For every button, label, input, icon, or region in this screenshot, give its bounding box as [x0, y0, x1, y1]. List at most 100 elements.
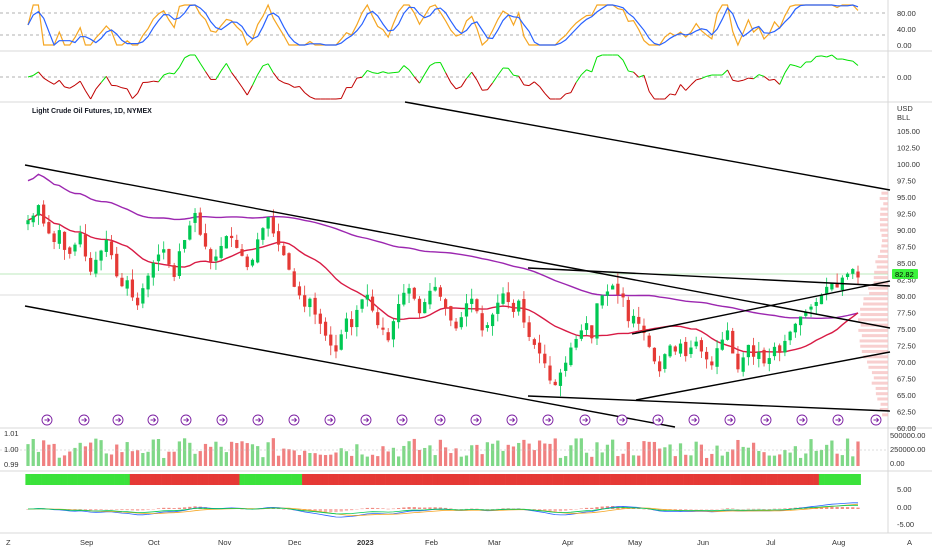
trend-strip-cell — [803, 474, 809, 485]
macd-histogram-bar — [130, 509, 135, 511]
event-marker-arrow-icon — [115, 417, 122, 423]
price-tick-label: 62.50 — [897, 408, 916, 417]
momentum-segment — [43, 77, 50, 82]
macd-histogram-bar — [835, 506, 839, 509]
candle-body — [621, 293, 625, 298]
trend-strip-cell — [500, 474, 506, 485]
candle-body — [423, 302, 427, 314]
event-marker-arrow-icon — [545, 417, 552, 423]
macd-histogram-bar — [741, 509, 745, 510]
volume-bar — [652, 441, 657, 466]
trend-strip-cell — [782, 474, 788, 485]
trend-strip-cell — [275, 474, 282, 485]
trend-strip-cell — [390, 474, 397, 485]
candle-body — [647, 335, 651, 347]
momentum-segment — [539, 86, 546, 94]
trendline-rising-upper[interactable] — [631, 280, 891, 335]
macd-histogram-bar — [94, 509, 98, 511]
footer-right-icon[interactable]: A — [907, 538, 912, 547]
macd-histogram-bar — [694, 509, 698, 510]
volume-bar — [151, 439, 155, 466]
volume-bar — [261, 457, 265, 466]
trend-strip-cell — [855, 474, 861, 485]
candle-body — [564, 362, 568, 371]
trend-strip-cell — [657, 474, 663, 485]
momentum-segment — [570, 82, 577, 93]
candle-body — [339, 334, 343, 350]
volume-profile-bar — [879, 196, 888, 200]
trend-strip-cell — [453, 474, 459, 485]
trendline-lower-descending[interactable] — [24, 305, 676, 428]
event-marker-arrow-icon — [81, 417, 88, 423]
candle-body — [256, 239, 260, 263]
event-marker-arrow-icon — [327, 417, 334, 423]
trend-strip-cell — [359, 474, 365, 485]
volume-bar — [417, 449, 422, 466]
momentum-segment — [816, 55, 822, 58]
trend-strip-cell — [531, 474, 538, 485]
macd-histogram-bar — [240, 508, 244, 510]
trend-strip-cell — [829, 474, 835, 485]
footer-left-icon[interactable]: Z — [6, 538, 11, 547]
macd-histogram-bar — [334, 509, 338, 513]
trend-strip-cell — [583, 474, 590, 485]
volume-profile-bar — [868, 286, 888, 290]
trendline-upper-descending[interactable] — [24, 164, 891, 329]
volume-bar — [470, 445, 474, 466]
candle-body — [292, 271, 296, 287]
macd-histogram-bar — [569, 509, 573, 510]
momentum-segment — [628, 70, 634, 73]
trend-strip-cell — [380, 474, 386, 485]
volume-bar — [235, 442, 239, 466]
trendline-top-channel[interactable] — [404, 101, 891, 191]
macd-histogram-bar — [78, 509, 82, 510]
macd-histogram-bar — [423, 507, 427, 509]
candles — [26, 200, 860, 397]
trend-strip-cell — [646, 474, 653, 485]
volume-bar — [522, 439, 526, 466]
momentum-segment — [727, 69, 734, 81]
candle-body — [188, 225, 192, 240]
candle-body — [391, 321, 396, 340]
momentum-segment — [696, 78, 702, 81]
momentum-segment — [497, 67, 504, 76]
momentum-segment — [283, 82, 290, 85]
momentum-segment — [424, 65, 431, 75]
trendlines — [24, 101, 891, 428]
candle-body — [344, 318, 349, 332]
macd-histogram-bar — [762, 508, 766, 510]
event-marker-arrow-icon — [437, 417, 444, 423]
momentum-segment — [445, 72, 452, 83]
macd-histogram-bar — [386, 508, 390, 510]
macd-histogram-bar — [663, 509, 667, 511]
candle-body — [631, 315, 636, 324]
trend-strip-cell — [834, 474, 841, 485]
macd-histogram-bar — [856, 507, 860, 509]
momentum-segment — [158, 74, 165, 83]
volume-bar — [814, 450, 818, 466]
candle-body — [261, 228, 265, 240]
trend-strip-cell — [568, 474, 574, 485]
volume-profile-bar — [879, 218, 888, 222]
trendline-horizontal-resistance[interactable] — [527, 267, 891, 287]
candle-body — [569, 347, 573, 366]
candle-body — [245, 256, 249, 268]
trend-strip-cell — [615, 474, 621, 485]
macd-histogram-bar — [751, 508, 756, 510]
volume-bar — [423, 447, 427, 466]
candle-body — [684, 341, 688, 357]
volume-bar — [835, 453, 839, 466]
trendline-support-flat[interactable] — [527, 395, 891, 412]
volume-profile-bar — [861, 349, 888, 353]
trend-strip-cell — [735, 474, 741, 485]
candle-body — [47, 222, 51, 234]
candle-body — [370, 296, 375, 311]
trendline-rising-lower[interactable] — [635, 351, 891, 401]
volume-bar — [673, 456, 677, 466]
macd-histogram-bar — [678, 509, 683, 510]
macd-histogram-bar — [355, 509, 359, 510]
volume-bar — [496, 440, 500, 466]
candle-body — [809, 306, 813, 310]
trend-strip-cell — [563, 474, 569, 485]
candle-body — [704, 351, 709, 360]
